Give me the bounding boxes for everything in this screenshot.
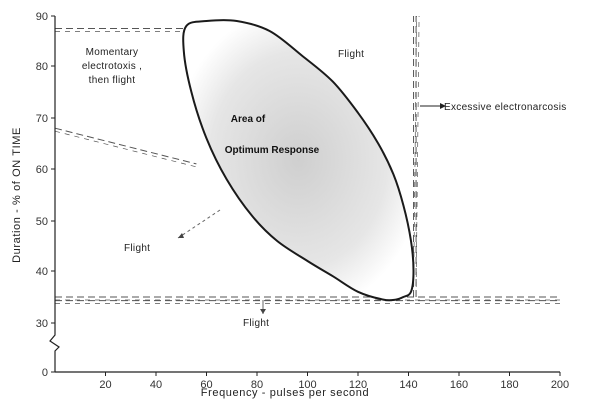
x-tick-label: 100 <box>298 379 316 391</box>
y-tick-label: 0 <box>42 367 48 379</box>
y-tick-label: 60 <box>36 164 48 176</box>
y-axis-line <box>49 16 60 372</box>
x-tick-label: 140 <box>399 379 417 391</box>
flight-left-arrow <box>177 209 221 239</box>
x-tick-label: 20 <box>99 379 111 391</box>
optimum-response-region <box>182 19 415 302</box>
excessive-electronarcosis-label: Excessive electronarcosis <box>444 102 567 113</box>
y-tick-label: 70 <box>36 113 48 125</box>
boundary-lines <box>54 15 560 304</box>
x-tick-label: 60 <box>200 379 212 391</box>
x-tick-label: 40 <box>150 379 162 391</box>
flight-bottom-label: Flight <box>243 318 269 329</box>
flight-upper-label: Flight <box>338 49 364 60</box>
y-axis-title: Duration - % of ON TIME <box>11 127 23 263</box>
y-tick-label: 50 <box>36 216 48 228</box>
boundary-line <box>413 15 417 298</box>
y-tick-label: 40 <box>36 266 48 278</box>
boundary-line <box>54 130 197 168</box>
optimum-area-label: Optimum Response <box>225 145 320 156</box>
optimum-area-label: Area of <box>231 114 266 125</box>
tick-labels: 20 40 60 80 100 120 140 160 180 200 0 30 40 50 60 70 80 9… <box>36 11 569 391</box>
x-tick-label: 120 <box>349 379 367 391</box>
flight-left-arrowhead <box>178 233 184 238</box>
x-tick-label: 200 <box>551 379 569 391</box>
flight-left-label: Flight <box>124 243 150 254</box>
x-tick-label: 80 <box>251 379 263 391</box>
momentary-electrotoxis-label: electrotoxis , <box>82 61 142 72</box>
momentary-electrotoxis-label: Momentary <box>86 47 139 58</box>
annotations: Frequency - pulses per second Duration - … <box>11 47 567 399</box>
y-tick-label: 80 <box>36 61 48 73</box>
x-axis-title: Frequency - pulses per second <box>201 387 369 399</box>
y-tick-label: 90 <box>36 11 48 23</box>
x-tick-label: 180 <box>500 379 518 391</box>
x-tick-label: 160 <box>450 379 468 391</box>
y-tick-label: 30 <box>36 318 48 330</box>
boundary-line <box>415 15 420 298</box>
momentary-electrotoxis-label: then flight <box>89 75 136 86</box>
flight-bottom-arrowhead <box>260 309 266 314</box>
excessive-arrowhead <box>440 103 446 109</box>
boundary-line <box>54 127 197 165</box>
